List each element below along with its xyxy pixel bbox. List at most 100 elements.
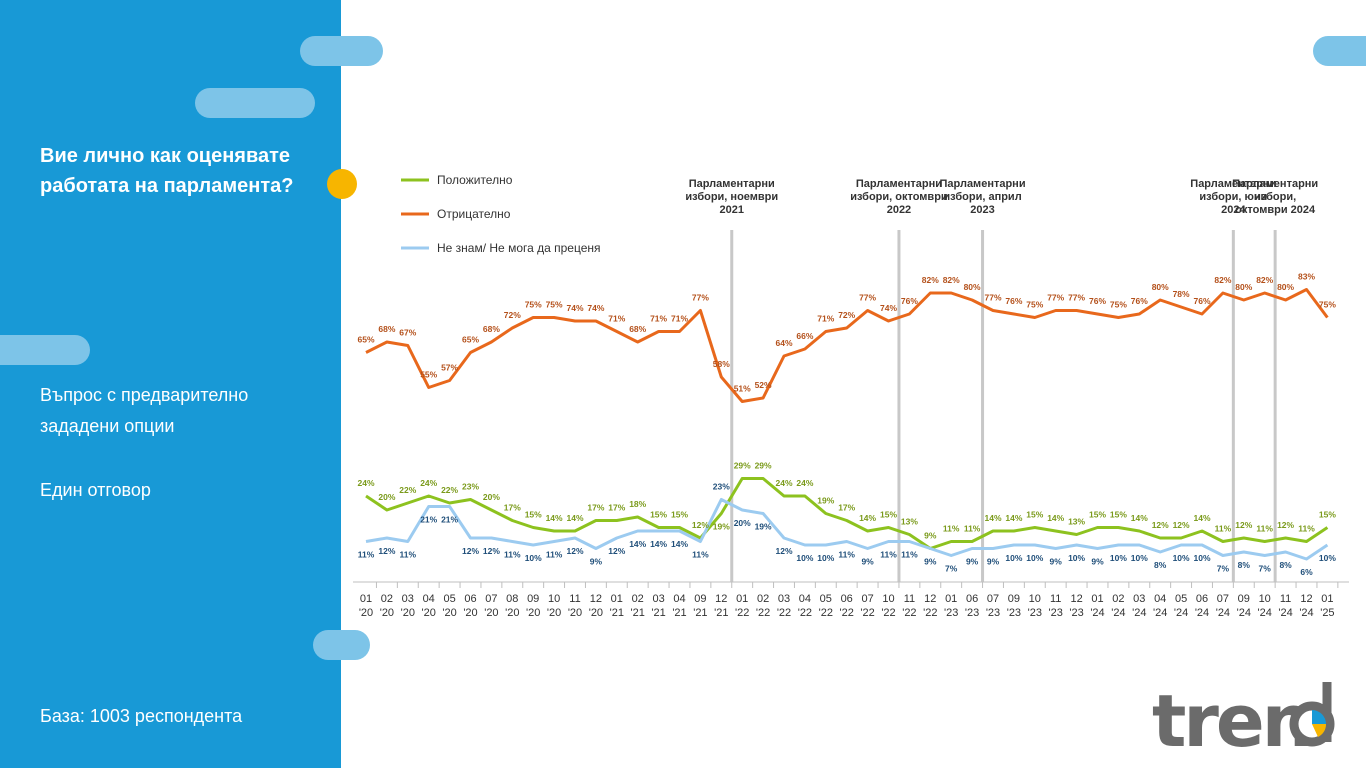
data-label-negative: 80% (964, 282, 981, 292)
x-tick-label: 04 (673, 593, 685, 605)
x-tick-label: '24 (1258, 607, 1272, 619)
x-tick-label: 09 (694, 593, 706, 605)
x-tick-label: 02 (632, 593, 644, 605)
x-tick-label: '23 (986, 607, 1000, 619)
sidebar (0, 0, 341, 768)
data-label-positive: 12% (1152, 520, 1169, 530)
x-tick-label: '24 (1216, 607, 1230, 619)
data-label-dont-know: 14% (650, 539, 667, 549)
x-tick-label: '20 (568, 607, 582, 619)
svg-text:tren: tren (1152, 682, 1310, 752)
data-label-dont-know: 10% (1068, 553, 1085, 563)
x-tick-label: 11 (1050, 593, 1061, 605)
x-tick-label: '22 (798, 607, 812, 619)
x-tick-label: 12 (924, 593, 936, 605)
x-tick-label: 06 (841, 593, 853, 605)
x-tick-label: 01 (1321, 593, 1333, 605)
data-label-dont-know: 9% (861, 557, 874, 567)
x-tick-label: 11 (904, 593, 915, 605)
data-label-negative: 68% (483, 324, 500, 334)
election-marker-label: Парламентарни избори, април 2023 (939, 178, 1025, 216)
decor-pill (300, 36, 383, 66)
x-tick-label: '22 (777, 607, 791, 619)
data-label-dont-know: 12% (483, 546, 500, 556)
x-tick-label: 07 (485, 593, 497, 605)
data-label-dont-know: 10% (525, 553, 542, 563)
x-tick-label: 04 (799, 593, 811, 605)
data-label-positive: 11% (964, 524, 981, 534)
x-tick-label: 06 (464, 593, 476, 605)
data-label-negative: 77% (859, 293, 876, 303)
data-label-dont-know: 20% (734, 518, 751, 528)
x-tick-label: '23 (965, 607, 979, 619)
x-tick-label: 04 (1154, 593, 1166, 605)
data-label-dont-know: 9% (987, 557, 1000, 567)
data-label-positive: 24% (357, 478, 374, 488)
x-tick-label: 02 (757, 593, 769, 605)
series-line-negative (365, 288, 1329, 403)
legend-label-dont-know: Не знам/ Не мога да преценя (437, 241, 601, 255)
data-label-positive: 13% (1068, 517, 1085, 527)
x-tick-label: '21 (693, 607, 707, 619)
data-label-dont-know: 10% (1193, 553, 1210, 563)
data-label-dont-know: 11% (838, 550, 855, 560)
x-tick-label: 10 (882, 593, 894, 605)
x-tick-label: 11 (569, 593, 580, 605)
x-tick-label: '22 (819, 607, 833, 619)
decor-pill (0, 335, 90, 365)
x-tick-label: 09 (527, 593, 539, 605)
x-tick-label: 03 (652, 593, 664, 605)
data-label-positive: 22% (441, 485, 458, 495)
data-label-positive: 15% (1319, 510, 1336, 520)
decor-pill (1313, 36, 1366, 66)
x-tick-label: '20 (359, 607, 373, 619)
x-tick-label: 03 (1133, 593, 1145, 605)
data-label-positive: 14% (1047, 513, 1064, 523)
data-label-negative: 76% (1005, 296, 1022, 306)
x-tick-label: '21 (672, 607, 686, 619)
data-label-positive: 11% (943, 524, 960, 534)
data-label-dont-know: 7% (1217, 564, 1230, 574)
data-label-dont-know: 9% (966, 557, 979, 567)
data-label-dont-know: 10% (1005, 553, 1022, 563)
data-label-dont-know: 12% (775, 546, 792, 556)
data-label-negative: 80% (1277, 282, 1294, 292)
x-tick-label: '23 (1028, 607, 1042, 619)
data-label-negative: 64% (775, 338, 792, 348)
data-label-positive: 12% (692, 520, 709, 530)
data-label-dont-know: 11% (692, 550, 709, 560)
data-label-dont-know: 7% (945, 564, 958, 574)
data-label-negative: 76% (1089, 296, 1106, 306)
data-label-negative: 71% (671, 314, 688, 324)
data-label-positive: 14% (984, 513, 1001, 523)
data-label-negative: 80% (1152, 282, 1169, 292)
data-label-positive: 20% (378, 492, 395, 502)
data-label-negative: 83% (1298, 272, 1315, 282)
data-label-positive: 11% (1256, 524, 1273, 534)
accent-dot (327, 169, 357, 199)
data-label-positive: 9% (924, 531, 937, 541)
data-label-positive: 12% (1173, 520, 1190, 530)
data-label-negative: 71% (608, 314, 625, 324)
data-label-dont-know: 14% (671, 539, 688, 549)
x-tick-label: '21 (651, 607, 665, 619)
data-label-dont-know: 8% (1279, 560, 1292, 570)
data-label-dont-know: 11% (880, 550, 897, 560)
data-label-positive: 13% (901, 517, 918, 527)
x-tick-label: 01 (945, 593, 957, 605)
data-label-negative: 65% (357, 335, 374, 345)
decor-pill (313, 630, 370, 660)
data-label-positive: 17% (587, 503, 604, 513)
data-label-negative: 77% (1068, 293, 1085, 303)
data-label-dont-know: 11% (901, 550, 918, 560)
data-label-dont-know: 21% (420, 515, 437, 525)
data-label-dont-know: 9% (924, 557, 937, 567)
data-label-dont-know: 11% (400, 550, 417, 560)
x-tick-label: '20 (505, 607, 519, 619)
series-line-positive (365, 477, 1329, 550)
x-tick-label: 12 (1070, 593, 1082, 605)
x-tick-label: 07 (987, 593, 999, 605)
x-tick-label: 12 (715, 593, 727, 605)
data-label-dont-know: 23% (713, 482, 730, 492)
parliament-rating-chart: Парламентарни избори, ноември 2021 Парламен… (353, 173, 1349, 619)
